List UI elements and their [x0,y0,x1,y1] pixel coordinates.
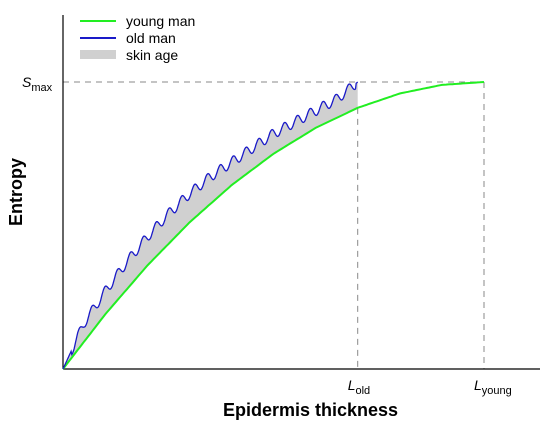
x-tick-label-young: Lyoung [474,377,512,397]
y-tick-label-max: Smax [22,74,53,94]
legend: young man old man skin age [80,13,195,63]
legend-label-old-man: old man [126,30,176,46]
x-tick-label-old: Lold [348,377,370,397]
legend-label-young-man: young man [126,13,195,29]
series-line-young-man [62,81,485,370]
legend-label-skin-age: skin age [126,47,178,63]
series-line-old-man [62,81,359,370]
y-axis-title: Entropy [6,158,26,226]
x-axis-title: Epidermis thickness [223,400,398,420]
skin-age-area [63,82,358,369]
legend-swatch-skin-age [80,50,116,59]
